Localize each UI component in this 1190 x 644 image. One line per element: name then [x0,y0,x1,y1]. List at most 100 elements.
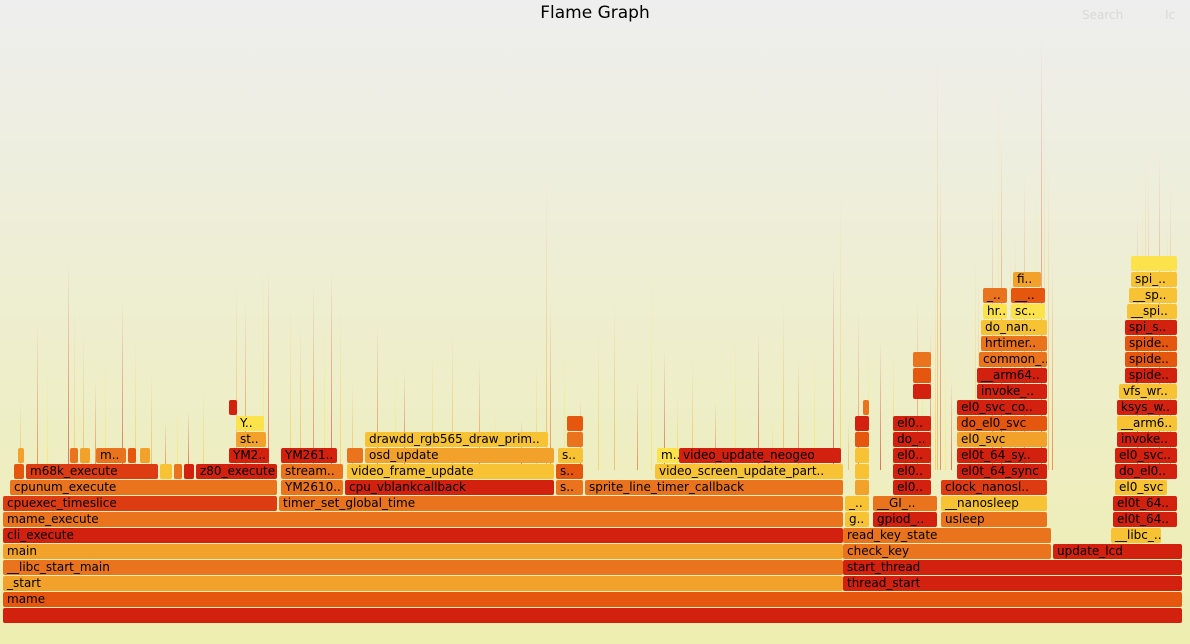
flame-frame[interactable]: __.. [1011,288,1045,303]
flame-frame[interactable]: spide.. [1125,352,1177,367]
flame-frame[interactable]: clock_nanosl.. [941,480,1047,495]
flame-frame[interactable]: YM261.. [281,448,337,463]
flame-frame[interactable]: spide.. [1125,336,1177,351]
flame-frame[interactable] [14,464,24,479]
flame-frame[interactable]: drawdd_rgb565_draw_prim.. [365,432,548,447]
flame-frame[interactable]: _.. [845,496,869,511]
flame-frame[interactable]: spi_s.. [1125,320,1177,335]
flame-frame[interactable]: s.. [556,480,583,495]
flame-frame[interactable]: el0.. [893,464,931,479]
flame-frame[interactable]: sc.. [1011,304,1045,319]
flame-frame[interactable]: video_screen_update_part.. [655,464,843,479]
flame-frame[interactable]: spi_.. [1131,272,1177,287]
flame-frame[interactable]: el0t_64.. [1113,496,1177,511]
flame-frame[interactable]: ksys_w.. [1117,400,1177,415]
flame-frame[interactable] [128,448,136,463]
flame-frame[interactable]: cli_execute [3,528,843,543]
search-button[interactable]: Search [1082,8,1124,22]
flame-frame[interactable]: el0t_64_sy.. [957,448,1047,463]
flame-frame[interactable] [567,432,583,447]
flame-frame[interactable] [174,464,182,479]
flame-frame[interactable]: _.. [983,288,1007,303]
flame-frame[interactable]: update_lcd [1053,544,1182,559]
flame-frame[interactable] [913,384,931,399]
flame-frame[interactable]: hrtimer.. [981,336,1047,351]
flame-frame[interactable]: do_.. [893,432,931,447]
flame-frame[interactable] [3,608,1182,623]
flame-frame[interactable]: stream.. [281,464,343,479]
flame-frame[interactable]: hr.. [983,304,1007,319]
flame-frame[interactable]: vfs_wr.. [1119,384,1177,399]
flame-frame[interactable]: __spi.. [1127,304,1177,319]
flame-frame[interactable] [855,448,869,463]
flame-frame[interactable]: el0t_64.. [1113,512,1177,527]
flame-frame[interactable] [855,432,869,447]
flame-frame[interactable]: _start [3,576,843,591]
flame-frame[interactable]: el0.. [893,416,931,431]
flame-frame[interactable]: thread_start [843,576,1182,591]
flame-frame[interactable] [863,400,869,415]
flame-frame[interactable] [855,464,869,479]
ignore-case-toggle[interactable]: Ic [1165,8,1176,22]
flame-frame[interactable]: Y.. [236,416,264,431]
flame-frame[interactable]: sprite_line_timer_callback [585,480,843,495]
flame-frame[interactable]: st.. [236,432,266,447]
flame-frame[interactable]: el0_svc [957,432,1047,447]
flame-frame[interactable]: z80_execute [196,464,277,479]
flame-frame[interactable] [1131,256,1177,271]
flame-frame[interactable]: timer_set_global_time [279,496,843,511]
flame-frame[interactable]: __sp.. [1129,288,1177,303]
flame-frame[interactable]: YM2.. [229,448,269,463]
flame-frame[interactable]: s.. [558,448,583,463]
flame-frame[interactable]: video_frame_update [347,464,554,479]
flame-frame[interactable]: cpu_vblankcallback [345,480,554,495]
flame-frame[interactable]: m.. [657,448,679,463]
flame-frame[interactable] [160,464,172,479]
flame-frame[interactable] [855,416,869,431]
flame-frame[interactable]: invoke_.. [977,384,1047,399]
flame-frame[interactable]: read_key_state [843,528,1051,543]
flame-frame[interactable]: video_update_neogeo [679,448,841,463]
flame-frame[interactable]: el0t_64_sync [957,464,1047,479]
flame-frame[interactable] [18,448,24,463]
flame-frame[interactable] [913,368,931,383]
flame-frame[interactable]: start_thread [843,560,1182,575]
flame-frame[interactable]: el0_svc [1115,480,1167,495]
flame-frame[interactable] [80,448,90,463]
flame-frame[interactable]: check_key [843,544,1051,559]
flame-frame[interactable]: do_nan.. [981,320,1047,335]
flame-frame[interactable]: m.. [96,448,126,463]
flame-frame[interactable]: __libc_.. [1111,528,1161,543]
flame-frame[interactable]: usleep [941,512,1047,527]
flame-frame[interactable] [913,352,931,367]
flame-frame[interactable]: osd_update [365,448,554,463]
flame-frame[interactable]: YM2610.. [281,480,343,495]
flame-frame[interactable]: common_.. [979,352,1047,367]
flame-frame[interactable] [70,448,78,463]
flame-frame[interactable]: el0.. [893,448,931,463]
flame-frame[interactable] [567,416,583,431]
flame-frame[interactable]: spide.. [1125,368,1177,383]
flame-frame[interactable]: __GI_.. [873,496,937,511]
flame-frame[interactable]: el0_svc_co.. [957,400,1047,415]
flame-frame[interactable]: mame [3,592,1182,607]
flame-frame[interactable]: __nanosleep [941,496,1047,511]
flame-frame[interactable]: m68k_execute [26,464,158,479]
flame-frame[interactable]: cpunum_execute [10,480,277,495]
flame-frame[interactable]: do_el0.. [1115,464,1177,479]
flame-frame[interactable]: do_el0_svc [957,416,1047,431]
flame-frame[interactable]: g.. [845,512,869,527]
flame-frame[interactable]: __libc_start_main [3,560,843,575]
flame-frame[interactable]: gpiod_.. [873,512,937,527]
flame-frame[interactable] [347,448,363,463]
flame-frame[interactable]: mame_execute [3,512,843,527]
flame-frame[interactable]: invoke.. [1117,432,1177,447]
flame-frame[interactable]: el0.. [893,480,931,495]
flame-frame[interactable] [229,400,237,415]
flame-frame[interactable]: s.. [556,464,583,479]
flame-frame[interactable] [184,464,194,479]
flame-frame[interactable]: __arm6.. [1117,416,1177,431]
flame-frame[interactable]: cpuexec_timeslice [3,496,277,511]
flame-frame[interactable]: fi.. [1013,272,1041,287]
flame-frame[interactable]: main [3,544,843,559]
